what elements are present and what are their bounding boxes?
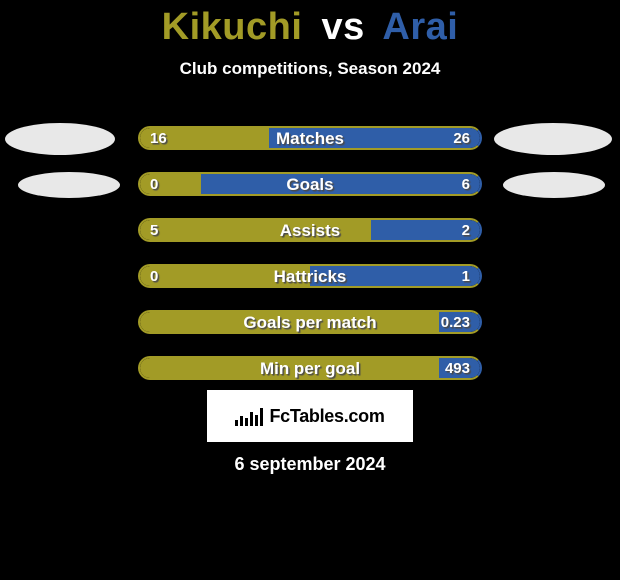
stat-bar-left: [140, 312, 439, 332]
stat-bar-track: [138, 218, 482, 242]
stat-bar-right: [371, 220, 480, 240]
stat-bar-right: [439, 358, 480, 378]
comparison-chart: Matches1626Goals06Assists52Hattricks01Go…: [0, 120, 620, 396]
stat-bar-right: [269, 128, 480, 148]
comparison-title: Kikuchi vs Arai: [0, 0, 620, 49]
stat-bar-track: [138, 126, 482, 150]
stat-bar-left: [140, 128, 269, 148]
metric-row: Assists52: [0, 212, 620, 258]
player2-avatar: [494, 123, 612, 155]
stat-bar-track: [138, 172, 482, 196]
player1-name: Kikuchi: [162, 6, 303, 48]
logo-bars-icon: [235, 406, 263, 426]
metric-row: Matches1626: [0, 120, 620, 166]
stat-bar-track: [138, 356, 482, 380]
metric-row: Hattricks01: [0, 258, 620, 304]
stat-bar-right: [201, 174, 480, 194]
stat-bar-right: [439, 312, 480, 332]
vs-text: vs: [321, 6, 364, 48]
stat-bar-track: [138, 310, 482, 334]
player1-avatar: [18, 172, 120, 198]
player2-avatar: [503, 172, 605, 198]
metric-row: Goals06: [0, 166, 620, 212]
metric-row: Goals per match0.23: [0, 304, 620, 350]
stat-bar-left: [140, 266, 310, 286]
stat-bar-left: [140, 220, 371, 240]
stat-bar-right: [310, 266, 480, 286]
date-text: 6 september 2024: [0, 454, 620, 475]
stat-bar-left: [140, 174, 201, 194]
player1-avatar: [5, 123, 115, 155]
subtitle: Club competitions, Season 2024: [0, 59, 620, 79]
player2-name: Arai: [382, 6, 458, 48]
stat-bar-left: [140, 358, 439, 378]
stat-bar-track: [138, 264, 482, 288]
fctables-logo[interactable]: FcTables.com: [207, 390, 413, 442]
logo-text: FcTables.com: [269, 406, 384, 427]
